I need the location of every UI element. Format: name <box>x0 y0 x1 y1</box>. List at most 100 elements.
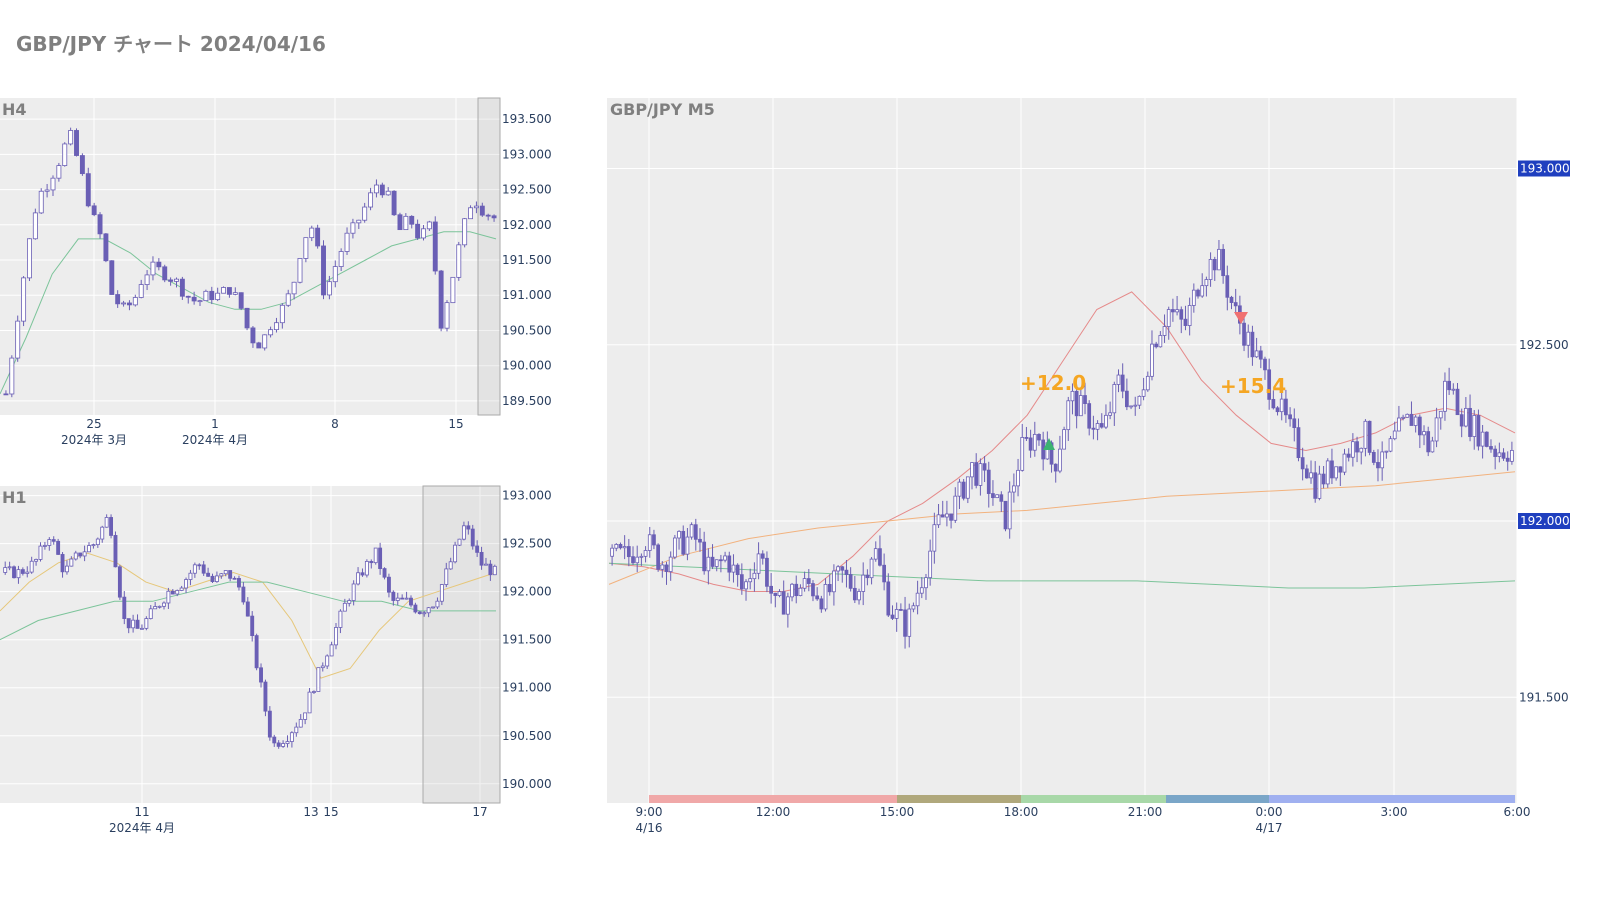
candle-body <box>121 302 127 305</box>
candle-body <box>166 590 171 604</box>
candle-body <box>1417 416 1422 436</box>
x-tick-sublabel: 4/17 <box>1256 821 1283 835</box>
candle-body <box>1020 437 1025 471</box>
candle-body <box>316 667 321 692</box>
candle-body <box>174 278 179 282</box>
candle-body <box>332 266 338 283</box>
candle-body <box>1145 375 1150 391</box>
candle-body <box>320 665 325 669</box>
candle-body <box>698 538 702 543</box>
candle-body <box>150 261 156 276</box>
candle-body <box>42 545 47 547</box>
candle-body <box>1116 374 1121 385</box>
candle-body <box>1279 398 1284 413</box>
candle-body <box>203 290 209 302</box>
candle-body <box>1263 358 1267 371</box>
candle-body <box>238 292 244 309</box>
candle-body <box>1321 473 1326 485</box>
candle-body <box>488 563 493 576</box>
candle-body <box>20 569 25 574</box>
candle-body <box>1133 404 1138 407</box>
candle-body <box>731 564 736 573</box>
candle-body <box>1510 450 1514 462</box>
candle-body <box>426 221 432 230</box>
candle-body <box>291 281 297 295</box>
candle-body <box>276 742 281 747</box>
candle-body <box>162 602 166 607</box>
candle-body <box>861 574 866 592</box>
candle-body <box>1288 414 1292 420</box>
candle-body <box>1413 416 1418 426</box>
candle-body <box>303 237 309 259</box>
chart-panel-1 <box>0 97 501 416</box>
candle-body <box>723 555 727 561</box>
candle-body <box>56 540 61 555</box>
candle-body <box>873 548 878 560</box>
candle-body <box>656 544 660 570</box>
x-tick-label: 15 <box>323 805 338 819</box>
candle-body <box>1359 447 1364 453</box>
candle-body <box>201 564 206 574</box>
candle-body <box>461 525 466 540</box>
candle-body <box>484 563 488 566</box>
candle-body <box>197 300 203 303</box>
candle-body <box>131 619 136 629</box>
candle-body <box>815 595 820 600</box>
candle-body <box>857 591 861 601</box>
candle-body <box>1104 414 1108 428</box>
candle-body <box>12 566 16 579</box>
candle-body <box>1183 318 1188 326</box>
candle-body <box>7 566 12 569</box>
candle-body <box>639 555 644 558</box>
x-tick-label: 11 <box>134 805 149 819</box>
y-tick-label: 190.500 <box>502 729 552 743</box>
candle-body <box>126 618 131 629</box>
candle-body <box>126 302 132 306</box>
candle-body <box>254 635 259 669</box>
candle-body <box>702 541 707 572</box>
candle-body <box>836 566 840 572</box>
candle-body <box>1447 380 1451 391</box>
candle-body <box>3 567 8 573</box>
candle-body <box>1455 388 1460 416</box>
candle-body <box>1070 390 1075 402</box>
candle-body <box>999 494 1004 502</box>
candle-body <box>369 561 374 564</box>
candle-body <box>714 559 719 567</box>
candle-body <box>485 214 491 217</box>
candle-body <box>69 558 74 567</box>
candle-body <box>385 190 391 196</box>
candle-body <box>274 322 279 331</box>
candle-body <box>1074 390 1079 417</box>
candle-body <box>382 568 387 578</box>
candle-body <box>228 570 233 579</box>
candle-body <box>73 552 78 560</box>
candle-body <box>312 691 316 693</box>
candle-body <box>395 597 400 601</box>
candle-body <box>191 296 197 302</box>
candle-body <box>681 530 686 555</box>
candle-body <box>479 551 484 566</box>
candle-body <box>1208 258 1213 280</box>
candle-body <box>74 130 79 156</box>
candle-body <box>823 584 828 610</box>
y-tick-label: 189.500 <box>502 394 552 408</box>
candle-body <box>347 600 352 604</box>
candle-body <box>748 578 753 583</box>
candle-body <box>1196 289 1200 297</box>
candle-body <box>214 575 219 582</box>
candle-body <box>622 546 627 549</box>
candle-body <box>1091 427 1096 430</box>
y-tick-label: 192.500 <box>502 537 552 551</box>
candle-body <box>356 572 361 585</box>
candle-body <box>298 719 303 728</box>
candle-body <box>350 222 356 234</box>
candle-body <box>945 513 949 518</box>
candle-body <box>1330 460 1334 479</box>
candle-body <box>978 463 983 486</box>
candle-body <box>869 558 874 579</box>
candle-body <box>769 585 773 594</box>
candle-body <box>386 576 391 593</box>
candle-body <box>1087 403 1092 429</box>
